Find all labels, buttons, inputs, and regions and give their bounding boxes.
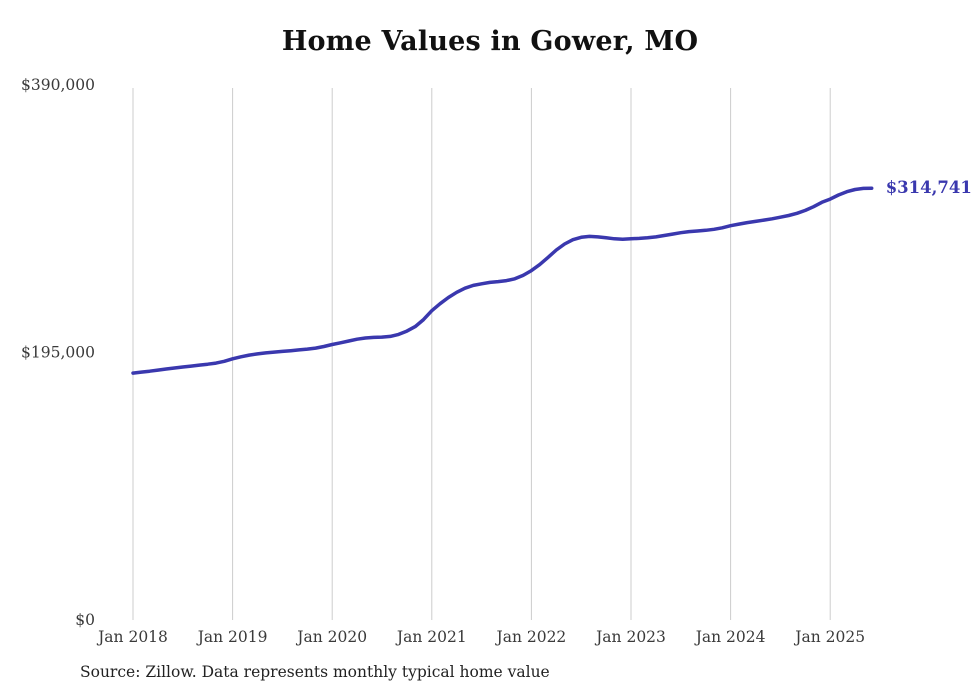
x-tick-label: Jan 2020 bbox=[295, 628, 367, 646]
x-tick-label: Jan 2021 bbox=[395, 628, 467, 646]
x-tick-label: Jan 2023 bbox=[594, 628, 666, 646]
x-tick-label: Jan 2025 bbox=[793, 628, 865, 646]
y-tick-label: $195,000 bbox=[21, 344, 95, 362]
source-note: Source: Zillow. Data represents monthly … bbox=[80, 663, 550, 681]
chart-title: Home Values in Gower, MO bbox=[281, 26, 699, 57]
x-tick-label: Jan 2022 bbox=[494, 628, 566, 646]
x-tick-label: Jan 2019 bbox=[196, 628, 268, 646]
end-value-label: $314,741 bbox=[886, 178, 972, 197]
y-tick-label: $390,000 bbox=[21, 76, 95, 94]
x-tick-label: Jan 2018 bbox=[96, 628, 168, 646]
x-tick-label: Jan 2024 bbox=[694, 628, 766, 646]
y-tick-label: $0 bbox=[75, 611, 95, 629]
series-line bbox=[131, 186, 874, 375]
